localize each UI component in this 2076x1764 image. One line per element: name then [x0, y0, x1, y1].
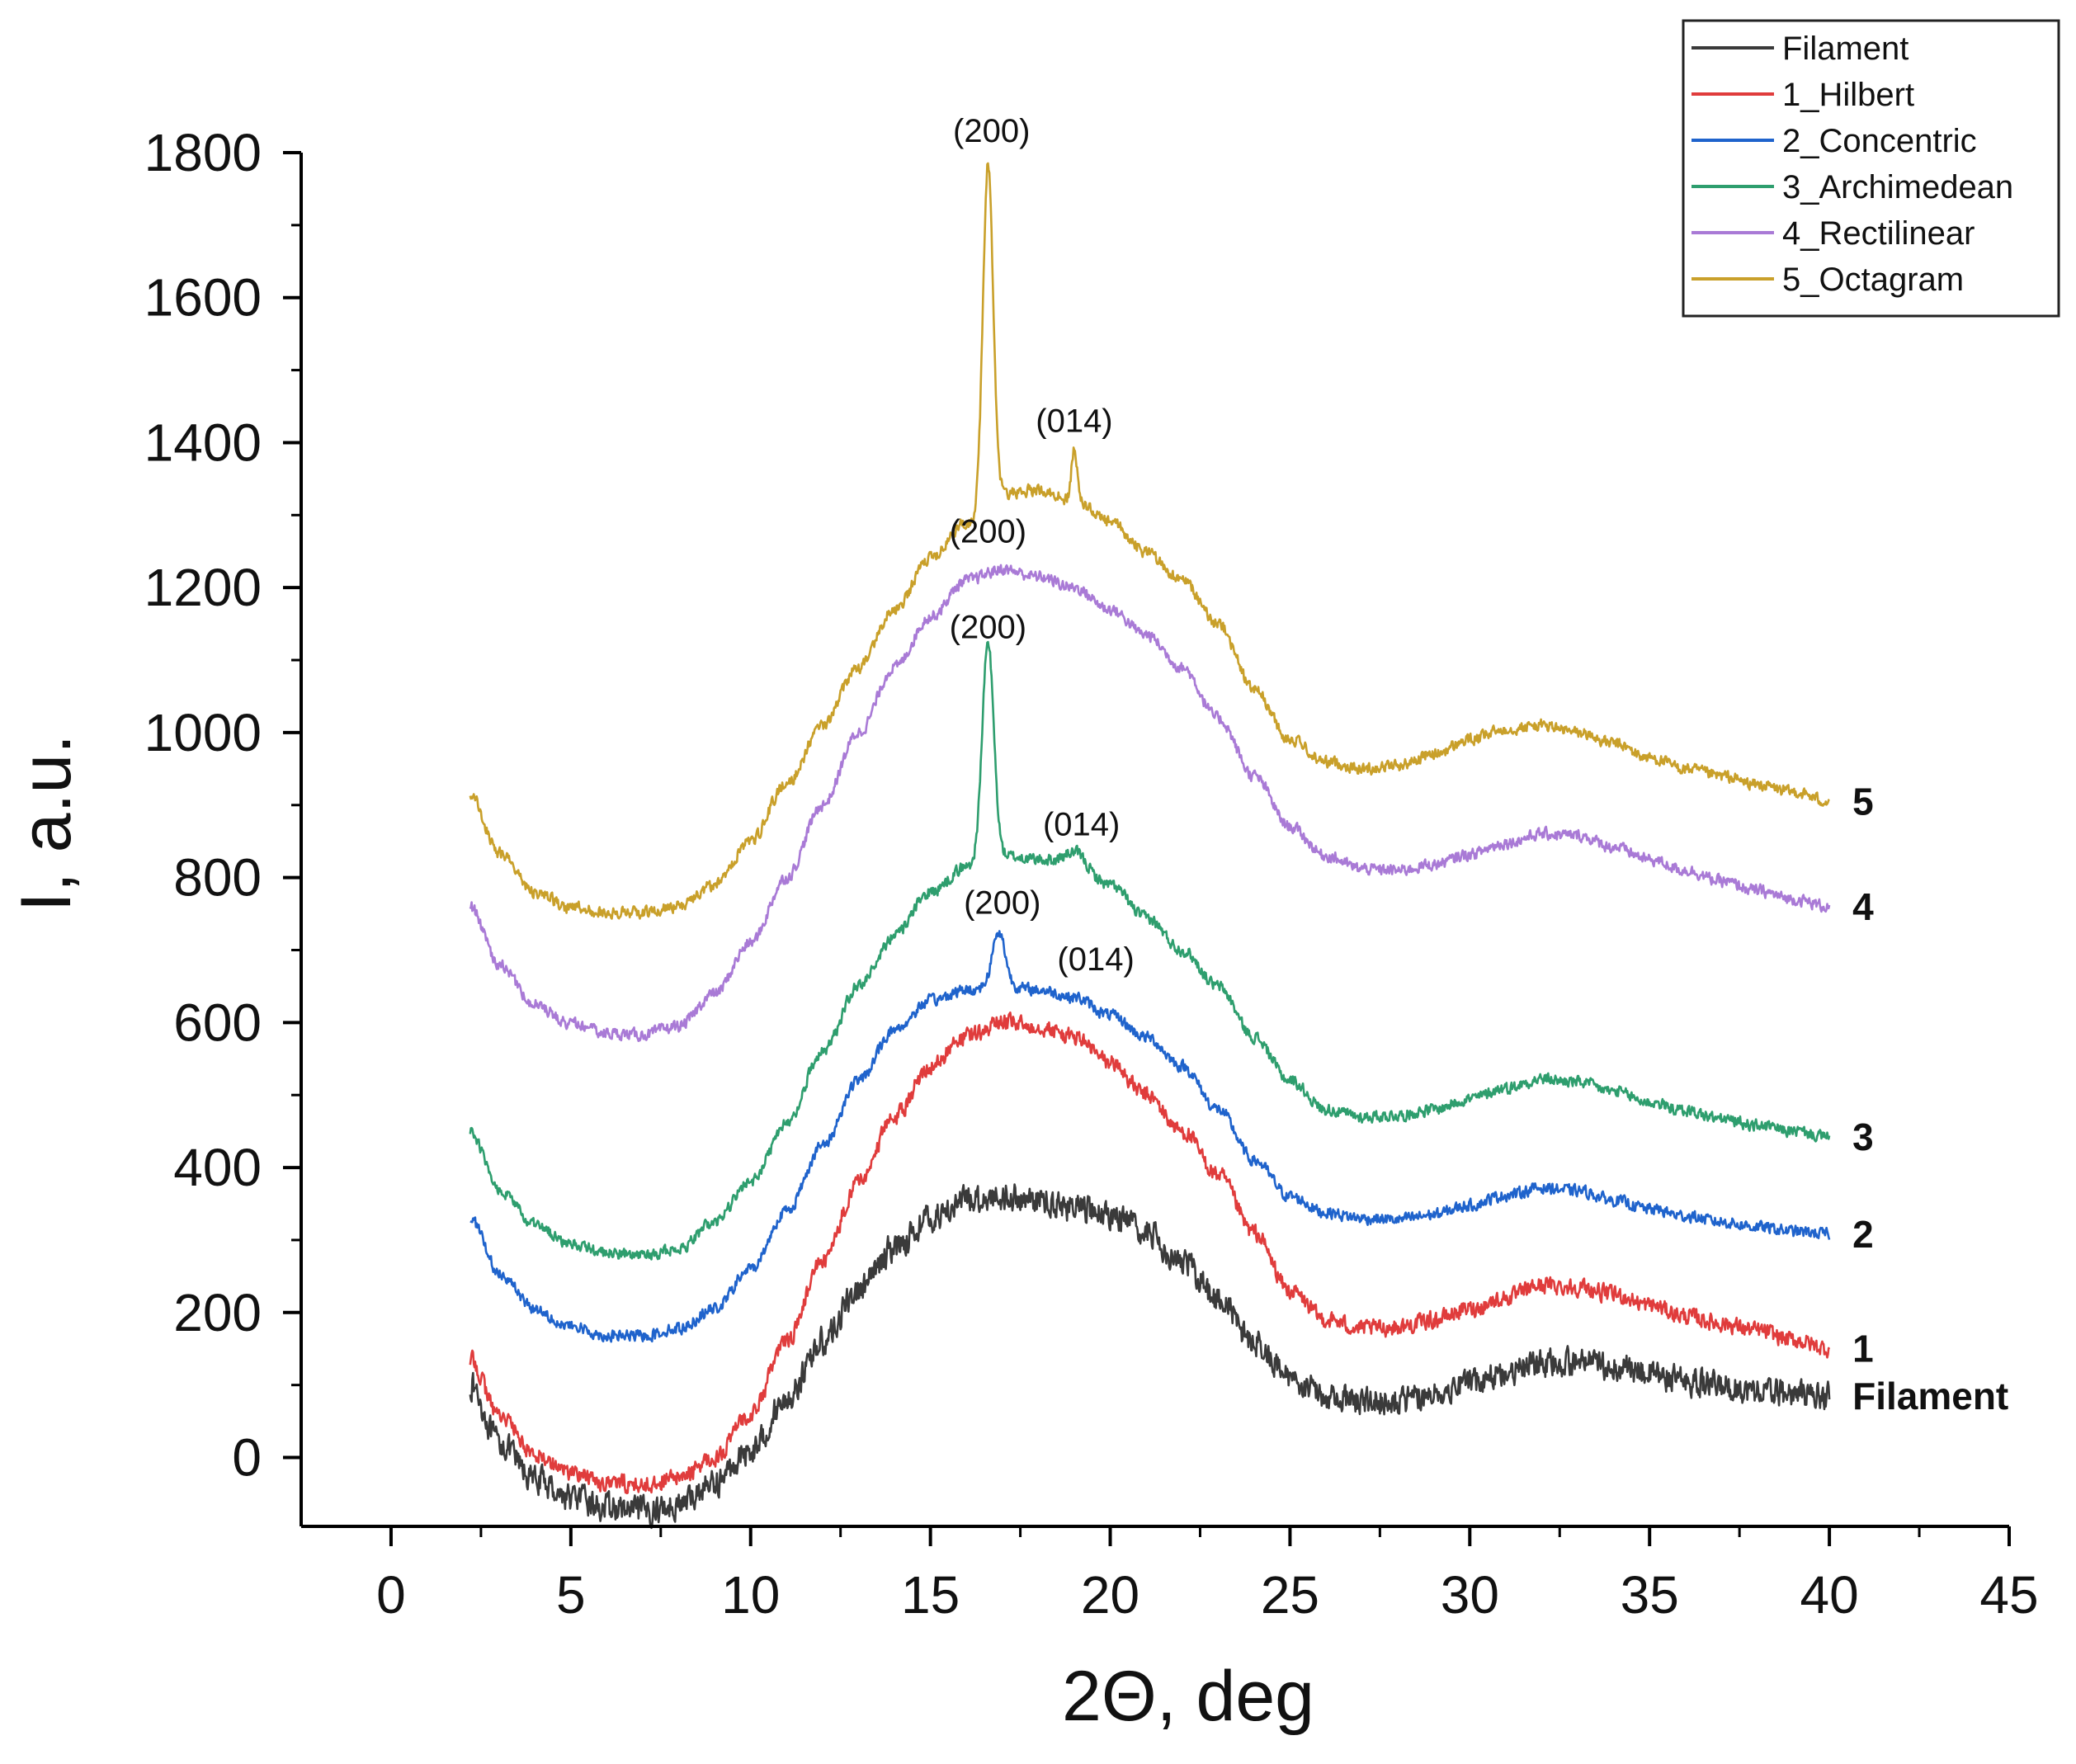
peak-annotation: (200) [953, 113, 1030, 149]
x-tick-label: 25 [1261, 1565, 1319, 1625]
y-tick-label: 1800 [144, 123, 262, 182]
legend-label: 4_Rectilinear [1782, 215, 1975, 252]
legend-label: 2_Concentric [1782, 123, 1977, 159]
y-tick-label: 600 [173, 993, 262, 1052]
y-tick-label: 1000 [144, 703, 262, 762]
peak-annotation: (014) [1057, 941, 1134, 978]
x-tick-label: 15 [901, 1565, 960, 1625]
legend-label: 5_Octagram [1782, 262, 1964, 298]
legend-label: 3_Archimedean [1782, 169, 2013, 205]
series-end-label: 3 [1852, 1115, 1874, 1158]
series-line-3-archimedean [469, 640, 1831, 1261]
series-line-4-rectilinear [469, 564, 1831, 1042]
x-tick-label: 30 [1441, 1565, 1499, 1625]
legend-item: 1_Hilbert [1691, 77, 1914, 113]
y-axis-title: I, a.u. [7, 734, 86, 912]
series-line-5-octagram [469, 162, 1830, 920]
x-tick-label: 40 [1800, 1565, 1859, 1625]
x-tick-label: 0 [376, 1565, 406, 1625]
legend-box [1682, 19, 2060, 318]
legend-item: 2_Concentric [1691, 123, 1977, 159]
series-line-filament [469, 1183, 1831, 1530]
x-tick-label: 45 [1979, 1565, 2038, 1625]
y-tick-label: 200 [173, 1283, 262, 1342]
peak-annotation: (200) [950, 610, 1026, 646]
annotation-layer: (200) (014) (200) (200) (014) (200) (014) [950, 113, 1135, 978]
y-tick-label: 1600 [144, 268, 262, 328]
legend: Filament 1_Hilbert 2_Concentric 3_Archimede… [1682, 19, 2060, 318]
legend-label: Filament [1782, 31, 1909, 67]
peak-annotation: (200) [964, 885, 1040, 922]
legend-item: 5_Octagram [1691, 262, 1964, 298]
legend-items: Filament 1_Hilbert 2_Concentric 3_Archimede… [1691, 31, 2013, 298]
series-end-label: 4 [1852, 885, 1874, 928]
y-tick-label: 400 [173, 1138, 262, 1197]
series-end-label: Filament [1852, 1375, 2008, 1417]
series-end-label: 2 [1852, 1213, 1874, 1256]
y-tick-label: 0 [232, 1428, 262, 1488]
series-line-1-hilbert [469, 1012, 1831, 1495]
x-ticks: 0 5 10 15 20 25 30 35 40 45 [376, 1526, 2039, 1625]
x-tick-label: 20 [1081, 1565, 1139, 1625]
peak-annotation: (014) [1043, 807, 1120, 843]
legend-item: Filament [1691, 31, 1909, 67]
legend-item: 3_Archimedean [1691, 169, 2013, 205]
series-layer [469, 162, 1831, 1530]
y-tick-label: 800 [173, 848, 262, 908]
x-tick-label: 35 [1621, 1565, 1679, 1625]
x-tick-label: 10 [721, 1565, 780, 1625]
plot-area: (200) (014) (200) (200) (014) (200) (014) Fila… [469, 113, 2008, 1530]
series-end-label: 1 [1852, 1328, 1874, 1370]
end-label-layer: Filament 1 2 3 4 5 [1852, 780, 2008, 1417]
legend-label: 1_Hilbert [1782, 77, 1914, 113]
y-ticks: 0 200 400 600 800 1000 1200 1400 1600 1800 [144, 123, 301, 1488]
x-axis-title: 2Θ, deg [1062, 1657, 1314, 1736]
x-tick-label: 5 [556, 1565, 586, 1625]
series-end-label: 5 [1852, 780, 1874, 823]
legend-item: 4_Rectilinear [1691, 215, 1975, 252]
y-tick-label: 1400 [144, 413, 262, 472]
series-line-2-concentric [469, 930, 1831, 1343]
peak-annotation: (014) [1036, 403, 1112, 439]
peak-annotation: (200) [950, 514, 1026, 550]
y-tick-label: 1200 [144, 558, 262, 617]
